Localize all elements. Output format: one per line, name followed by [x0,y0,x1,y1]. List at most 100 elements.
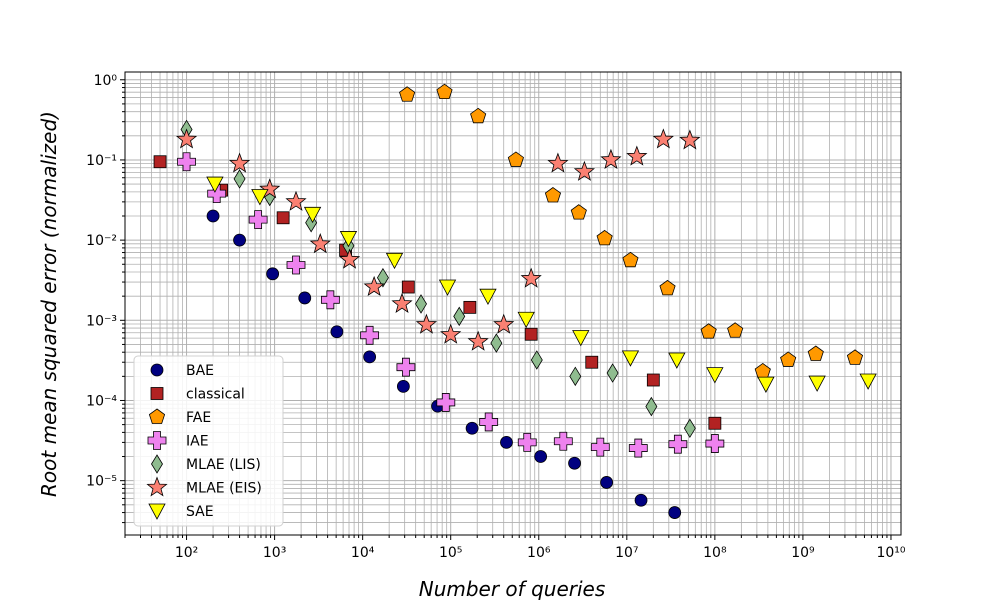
point-mlae-lis [683,418,696,439]
point-fae [436,83,453,100]
point-mlae-eis [520,267,542,288]
point-bae [600,476,614,489]
legend-marker-mlae-eis [146,476,168,497]
legend-marker-bae [150,363,164,377]
point-sae [339,231,358,248]
point-mlae-eis [573,160,596,181]
series-iae [177,152,725,458]
series-bae [206,209,682,519]
point-fae [780,351,797,367]
point-sae [517,311,535,329]
point-mlae-eis [259,178,281,199]
point-iae [668,434,688,454]
point-mlae-eis [493,313,515,334]
legend-label-sae: SAE [186,504,214,520]
legend-marker-fae [148,408,166,424]
legend-label-mlae-eis: MLAE (EIS) [186,481,262,497]
point-fae [700,323,717,339]
y-tick-label: 10⁻² [86,233,117,249]
point-mlae-eis [652,128,674,149]
point-bae [206,209,220,223]
x-tick-label: 10⁴ [351,545,375,561]
point-classical [646,373,660,387]
y-tick-label: 10⁰ [94,73,118,89]
y-tick-label: 10⁻⁵ [86,474,117,490]
x-tick-label: 10⁵ [439,545,462,561]
point-mlae-eis [679,129,701,150]
point-fae [470,107,487,124]
y-tick-label: 10⁻³ [86,313,117,329]
x-tick-label: 10⁸ [703,545,727,561]
point-mlae-lis [645,396,658,417]
data-points [153,83,877,519]
legend-label-fae: FAE [186,410,211,426]
legend-marker-sae [148,503,166,520]
point-sae [251,189,269,206]
point-fae [570,204,587,220]
point-iae [628,438,648,458]
point-mlae-lis [233,169,246,189]
x-tick-label: 10⁹ [791,545,815,561]
point-classical [585,355,599,369]
legend-marker-iae [147,431,167,450]
point-fae [399,86,416,102]
point-mlae-eis [338,248,361,269]
point-sae [206,176,224,193]
y-axis-title: Root mean squared error (normalized) [37,111,61,497]
point-sae [757,376,775,393]
point-classical [276,211,290,225]
point-sae [438,279,457,296]
y-tick-label: 10⁻¹ [86,153,117,169]
x-axis-title: Number of queries [419,577,606,600]
point-iae [396,357,416,377]
x-tick-label: 10¹⁰ [876,545,905,561]
point-iae [320,290,340,310]
point-fae [659,279,676,296]
point-mlae-eis [415,313,438,334]
point-mlae-eis [467,330,489,351]
point-iae [207,184,227,204]
point-mlae-lis [376,267,389,288]
point-bae [634,493,648,507]
point-mlae-eis [228,152,251,173]
point-fae [846,349,864,365]
point-mlae-eis [391,292,413,313]
legend-label-bae: BAE [186,363,214,379]
point-sae [706,367,724,384]
point-sae [668,352,686,369]
point-iae [705,434,725,453]
legend-label-mlae-lis: MLAE (LIS) [186,457,261,473]
point-bae [330,325,344,339]
point-bae [233,233,246,247]
point-bae [465,421,479,435]
point-mlae-eis [547,152,569,173]
point-classical [524,327,538,341]
legend-marker-classical [150,387,164,400]
point-bae [363,350,377,364]
point-fae [507,151,524,167]
point-mlae-lis [606,363,619,383]
point-mlae-eis [309,233,331,254]
x-tick-label: 10³ [263,545,286,561]
point-mlae-lis [490,333,503,353]
point-bae [396,379,410,393]
point-iae [177,152,196,172]
point-mlae-eis [600,148,622,169]
axes: 10² 10³ 10⁴ 10⁵ 10⁶ 10⁷ 10⁸ 10⁹ 10¹⁰ 10⁰ 10⁻¹ 10⁻² 1… [86,71,906,561]
point-bae [668,506,682,519]
point-mlae-eis [363,275,385,297]
legend: BAE classical FAE IAE MLAE (LIS) MLAE (EIS) SA… [133,355,284,527]
point-classical [708,416,722,430]
point-bae [534,450,548,463]
point-iae [360,325,380,345]
point-mlae-lis [530,350,543,370]
point-fae [544,187,562,203]
legend-label-iae: IAE [186,434,209,450]
x-tick-label: 10⁶ [527,545,551,561]
point-mlae-lis [415,294,427,314]
grid-lines [124,72,901,535]
point-fae [727,322,744,338]
point-mlae-eis [175,128,198,149]
point-iae [479,412,499,432]
